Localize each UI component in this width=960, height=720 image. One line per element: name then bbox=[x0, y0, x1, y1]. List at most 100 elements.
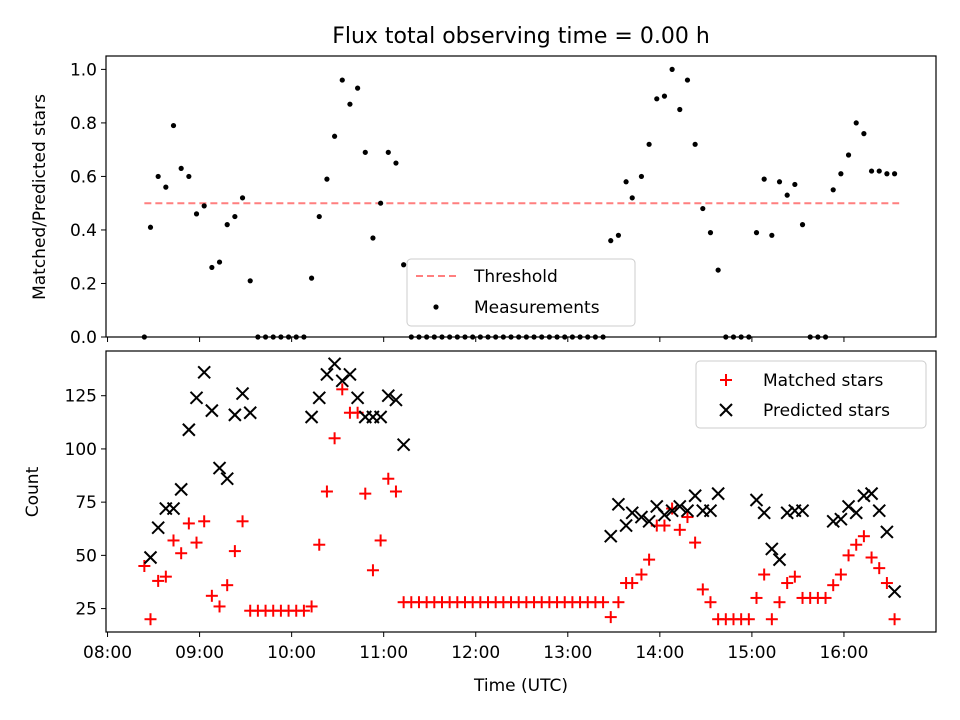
measurement-point bbox=[629, 195, 635, 201]
measurement-point bbox=[362, 149, 368, 155]
matched-star-marker bbox=[880, 577, 893, 590]
measurement-point bbox=[646, 141, 652, 147]
measurement-point bbox=[224, 222, 230, 228]
legend-measurements-label: Measurements bbox=[474, 298, 600, 318]
measurement-point bbox=[355, 85, 361, 91]
matched-star-marker bbox=[834, 568, 847, 581]
matched-star-marker bbox=[320, 485, 333, 498]
matched-star-marker bbox=[138, 560, 151, 573]
predicted-star-marker bbox=[220, 472, 234, 486]
legend-matched-swatch bbox=[720, 374, 732, 386]
measurement-point bbox=[385, 149, 391, 155]
legend-matched-label: Matched stars bbox=[763, 371, 883, 391]
predicted-star-marker bbox=[396, 437, 411, 452]
measurement-point bbox=[623, 179, 629, 185]
predicted-star-marker bbox=[680, 503, 695, 518]
measurement-point bbox=[891, 171, 898, 177]
ratio-y-tick-label: 1.0 bbox=[70, 60, 97, 80]
predicted-star-marker bbox=[872, 503, 886, 518]
measurement-point bbox=[216, 259, 223, 265]
matched-star-marker bbox=[765, 613, 778, 626]
legend-threshold-label: Threshold bbox=[473, 267, 558, 287]
count-x-tick-label: 15:00 bbox=[727, 643, 776, 663]
measurement-point bbox=[347, 101, 353, 107]
measurement-point bbox=[677, 106, 683, 113]
ratio-legend-box bbox=[406, 258, 636, 327]
ratio-plot-frame bbox=[105, 55, 937, 338]
measurement-point bbox=[239, 195, 246, 201]
ratio-y-axis-label: Matched/Predicted stars bbox=[30, 94, 50, 300]
measurement-point bbox=[684, 77, 691, 83]
ratio-y-tick-label: 0.2 bbox=[70, 274, 97, 294]
count-y-tick-label: 25 bbox=[75, 600, 97, 620]
predicted-star-marker bbox=[228, 408, 242, 422]
count-y-tick-label: 75 bbox=[75, 493, 97, 513]
matched-star-marker bbox=[389, 485, 402, 498]
predicted-star-marker bbox=[166, 501, 181, 516]
x-axis-label: Time (UTC) bbox=[473, 676, 568, 696]
matched-star-marker bbox=[758, 568, 771, 581]
predicted-star-marker bbox=[389, 393, 403, 407]
predicted-star-marker bbox=[304, 410, 319, 424]
matched-star-marker bbox=[635, 568, 648, 581]
matched-star-marker bbox=[742, 613, 755, 626]
count-x-tick-label: 16:00 bbox=[819, 643, 868, 663]
measurement-point bbox=[776, 179, 783, 185]
legend-predicted-swatch bbox=[719, 403, 733, 417]
legend-measurements-swatch bbox=[433, 304, 439, 310]
ratio-legend: Threshold Measurements bbox=[406, 258, 636, 327]
measurement-point bbox=[715, 267, 721, 273]
measurement-point bbox=[876, 168, 882, 174]
predicted-star-marker bbox=[688, 489, 702, 503]
measurement-point bbox=[799, 222, 806, 228]
measurement-point bbox=[638, 173, 645, 180]
matched-star-marker bbox=[305, 600, 318, 613]
predicted-star-marker bbox=[711, 486, 725, 501]
predicted-star-marker bbox=[880, 525, 894, 539]
measurement-point bbox=[669, 66, 675, 72]
predicted-star-marker bbox=[604, 529, 618, 543]
predicted-star-marker bbox=[212, 461, 227, 475]
measurement-point bbox=[753, 230, 760, 236]
matched-star-marker bbox=[228, 545, 241, 558]
matched-star-marker bbox=[221, 579, 234, 592]
measurement-point bbox=[232, 213, 238, 220]
predicted-star-marker bbox=[634, 510, 649, 524]
predicted-star-marker bbox=[834, 512, 848, 526]
predicted-star-marker bbox=[373, 410, 388, 424]
measurement-point bbox=[186, 173, 192, 180]
ratio-y-tick-label: 0.6 bbox=[70, 167, 97, 187]
matched-star-marker bbox=[842, 549, 855, 562]
count-x-tick-label: 11:00 bbox=[359, 643, 408, 663]
matched-star-marker bbox=[850, 538, 863, 551]
predicted-star-marker bbox=[673, 499, 687, 514]
measurement-point bbox=[845, 152, 852, 158]
measurement-point bbox=[692, 141, 698, 147]
predicted-star-marker bbox=[312, 391, 326, 405]
predicted-star-marker bbox=[143, 550, 158, 565]
predicted-star-marker bbox=[243, 406, 257, 420]
count-axis-ticks: 25 50 75 100 125 08:00 09:00 10:00 11:00 12:00 13:… bbox=[65, 387, 869, 663]
count-panel: 25 50 75 100 125 08:00 09:00 10:00 11:00 12:00 13:… bbox=[23, 350, 937, 696]
measurement-point bbox=[769, 232, 775, 238]
measurement-point bbox=[661, 93, 668, 99]
count-y-tick-label: 50 bbox=[75, 546, 97, 566]
matched-star-marker bbox=[666, 502, 679, 515]
predicted-star-marker bbox=[350, 391, 365, 405]
count-x-tick-label: 14:00 bbox=[635, 643, 684, 663]
matched-star-marker bbox=[689, 536, 702, 549]
measurement-point bbox=[761, 176, 767, 182]
predicted-star-marker bbox=[757, 506, 771, 520]
matched-star-marker bbox=[604, 611, 617, 624]
matched-star-marker bbox=[857, 530, 870, 543]
predicted-star-marker bbox=[625, 506, 639, 520]
count-y-tick-label: 100 bbox=[65, 440, 97, 460]
matched-star-marker bbox=[182, 517, 195, 530]
matched-star-marker bbox=[626, 577, 639, 590]
predicted-star-marker bbox=[151, 520, 165, 535]
predicted-star-marker bbox=[749, 493, 764, 507]
matched-star-marker bbox=[696, 583, 709, 596]
matched-star-marker bbox=[673, 523, 686, 536]
matched-star-marker bbox=[205, 589, 218, 602]
